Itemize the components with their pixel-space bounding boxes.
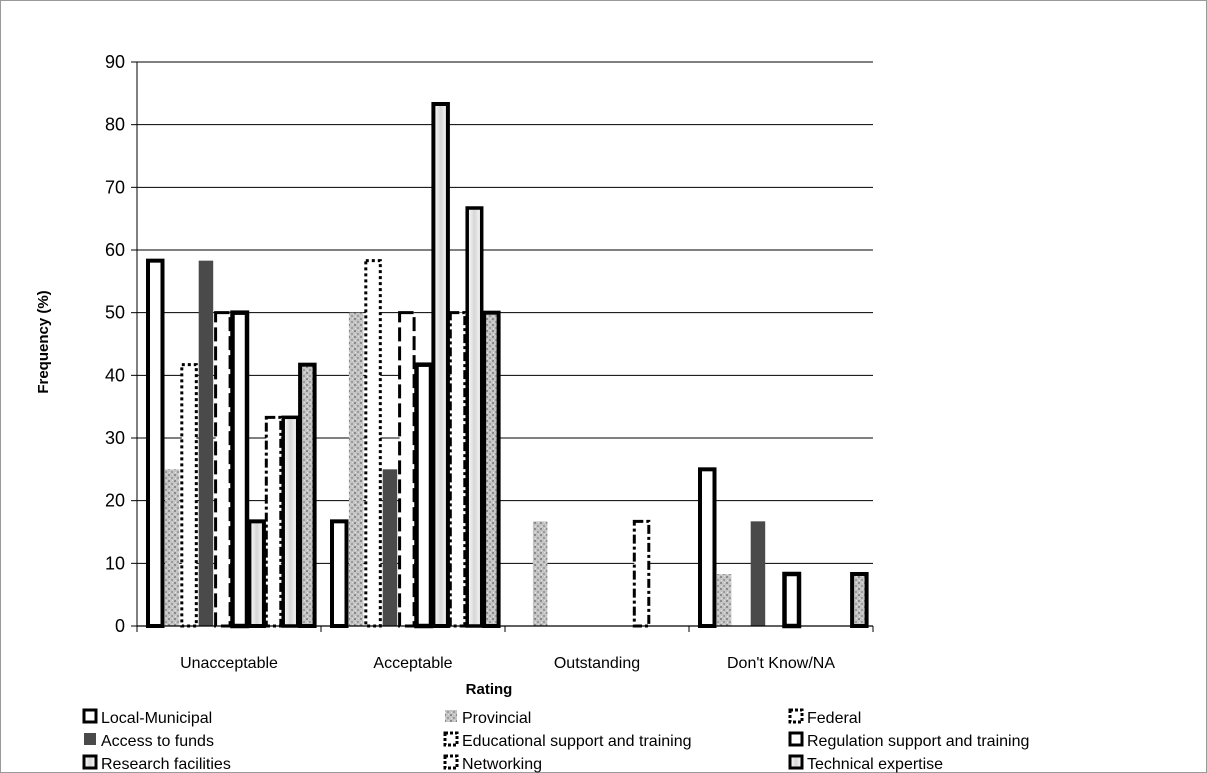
legend: Local-Municipal Provincial Federal Access t… bbox=[82, 708, 1029, 773]
bar bbox=[146, 258, 165, 628]
bar bbox=[198, 260, 214, 626]
legend-label: Technical expertise bbox=[807, 756, 943, 773]
y-axis-ticks: 0 10 20 30 40 50 60 70 80 90 bbox=[105, 52, 137, 636]
legend-swatch bbox=[84, 733, 96, 745]
bar bbox=[164, 469, 180, 626]
y-tick-label: 0 bbox=[115, 616, 125, 636]
bar bbox=[281, 415, 300, 628]
bar bbox=[632, 519, 651, 628]
y-tick-label: 80 bbox=[105, 115, 125, 135]
bar bbox=[448, 311, 467, 628]
bar bbox=[465, 206, 484, 628]
legend-swatch bbox=[443, 731, 459, 747]
bar bbox=[850, 571, 869, 629]
legend-swatch bbox=[445, 710, 457, 722]
y-tick-label: 30 bbox=[105, 428, 125, 448]
bars bbox=[146, 101, 869, 629]
bar bbox=[230, 310, 250, 629]
bar bbox=[431, 101, 450, 628]
y-tick-label: 50 bbox=[105, 303, 125, 323]
bar bbox=[247, 519, 266, 629]
x-category-label: Unacceptable bbox=[180, 655, 278, 672]
legend-swatch bbox=[788, 708, 804, 724]
legend-item: Local-Municipal bbox=[82, 708, 212, 727]
legend-item: Technical expertise bbox=[788, 754, 943, 773]
legend-label: Provincial bbox=[462, 710, 531, 727]
legend-item: Provincial bbox=[445, 710, 531, 727]
bar bbox=[330, 519, 349, 629]
legend-item: Federal bbox=[788, 708, 861, 727]
legend-label: Research facilities bbox=[101, 756, 231, 773]
legend-swatch bbox=[443, 754, 459, 770]
legend-label: Regulation support and training bbox=[807, 733, 1029, 750]
bar bbox=[414, 362, 434, 629]
x-category-label: Outstanding bbox=[554, 655, 640, 672]
legend-swatch bbox=[788, 754, 804, 770]
legend-label: Access to funds bbox=[101, 733, 214, 750]
x-category-label: Don't Know/NA bbox=[727, 655, 835, 672]
bar bbox=[348, 312, 364, 626]
x-axis-title: Rating bbox=[466, 681, 513, 698]
bar bbox=[180, 363, 198, 628]
x-axis-categories: Unacceptable Acceptable Outstanding Don't K… bbox=[136, 626, 874, 672]
legend-item: Networking bbox=[443, 754, 542, 773]
bar bbox=[298, 362, 317, 628]
y-tick-label: 20 bbox=[105, 491, 125, 511]
bar bbox=[214, 311, 232, 628]
bar bbox=[398, 311, 416, 628]
legend-label: Local-Municipal bbox=[101, 710, 212, 727]
y-tick-label: 10 bbox=[105, 553, 125, 573]
bar bbox=[364, 259, 382, 628]
legend-swatch bbox=[788, 731, 804, 747]
y-tick-label: 90 bbox=[105, 52, 125, 72]
bar bbox=[264, 415, 283, 628]
bar bbox=[382, 469, 398, 626]
y-axis-title: Frequency (%) bbox=[35, 290, 52, 393]
legend-label: Educational support and training bbox=[462, 733, 692, 750]
y-tick-label: 70 bbox=[105, 177, 125, 197]
legend-label: Federal bbox=[807, 710, 861, 727]
legend-item: Educational support and training bbox=[443, 731, 692, 750]
bar bbox=[716, 573, 732, 626]
legend-item: Regulation support and training bbox=[788, 731, 1029, 750]
legend-label: Networking bbox=[462, 756, 542, 773]
y-tick-label: 60 bbox=[105, 240, 125, 260]
bar bbox=[782, 571, 802, 629]
bar bbox=[698, 467, 717, 629]
y-tick-label: 40 bbox=[105, 365, 125, 385]
bar bbox=[532, 521, 548, 626]
legend-swatch bbox=[82, 708, 98, 724]
x-category-label: Acceptable bbox=[373, 655, 452, 672]
legend-item: Research facilities bbox=[82, 754, 231, 773]
bar bbox=[482, 310, 501, 628]
legend-item: Access to funds bbox=[84, 733, 214, 750]
bar bbox=[750, 521, 766, 626]
legend-swatch bbox=[82, 754, 98, 770]
